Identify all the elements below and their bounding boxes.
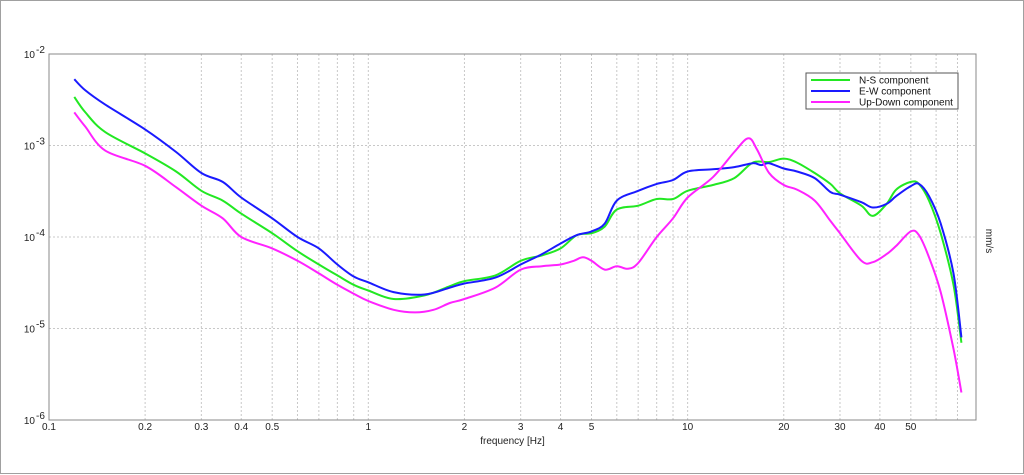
y-tick-exponent: -2 xyxy=(36,45,45,56)
x-tick-label: 0.2 xyxy=(138,422,152,433)
x-tick-label: 0.3 xyxy=(194,422,208,433)
y-tick-label: 10 xyxy=(24,416,36,427)
series-lines xyxy=(73,78,963,393)
x-tick-label: 20 xyxy=(778,422,790,433)
y-tick-exponent: -3 xyxy=(36,137,45,148)
x-tick-label: 30 xyxy=(834,422,846,433)
y-tick-label: 10 xyxy=(24,325,36,336)
x-tick-label: 50 xyxy=(905,422,917,433)
x-tick-label: 5 xyxy=(589,422,595,433)
x-tick-label: 40 xyxy=(874,422,886,433)
series-line-ew xyxy=(73,78,963,338)
y-tick-label: 10 xyxy=(24,233,36,244)
x-tick-label: 0.4 xyxy=(234,422,248,433)
y-tick-exponent: -4 xyxy=(36,228,45,239)
grid-lines xyxy=(49,54,976,420)
x-tick-label: 1 xyxy=(366,422,372,433)
y-tick-label: 10 xyxy=(24,142,36,153)
x-tick-label: 10 xyxy=(682,422,694,433)
x-tick-label: 4 xyxy=(558,422,564,433)
legend-label-ew: E-W component xyxy=(859,87,931,98)
series-line-ns xyxy=(73,96,963,343)
y-tick-labels: 10-210-310-410-510-6 xyxy=(24,45,45,427)
x-tick-labels: 0.1 0.2 0.3 0.4 0.5 1 2 3 4 5 10 20 30 40 50 xyxy=(42,422,917,433)
y-axis-label: mm/s xyxy=(983,229,994,253)
x-tick-label: 0.1 xyxy=(42,422,56,433)
y-tick-exponent: -6 xyxy=(36,411,45,422)
legend-label-updown: Up-Down component xyxy=(859,98,953,109)
series-line-updown xyxy=(73,111,963,393)
legend-label-ns: N-S component xyxy=(859,76,929,87)
x-tick-label: 2 xyxy=(462,422,468,433)
x-tick-label: 0.5 xyxy=(265,422,279,433)
x-tick-label: 3 xyxy=(518,422,524,433)
plot-border xyxy=(48,53,977,421)
y-tick-label: 10 xyxy=(24,50,36,61)
x-axis-label: frequency [Hz] xyxy=(480,436,545,447)
y-tick-exponent: -5 xyxy=(36,320,45,331)
